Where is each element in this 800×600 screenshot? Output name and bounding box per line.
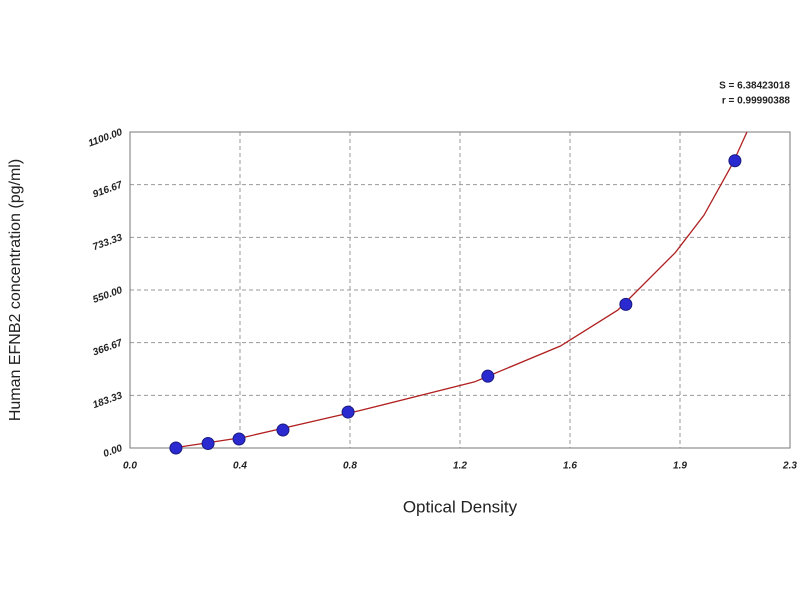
point: [276, 423, 290, 437]
point: [728, 154, 742, 168]
point: [619, 297, 633, 311]
x-tick-label: 0.0: [123, 461, 137, 472]
fit-curve: [172, 131, 748, 449]
plot-frame: [129, 131, 791, 449]
x-tick-label: 0.8: [343, 461, 357, 472]
point: [201, 437, 215, 451]
x-tick-label: 1.9: [673, 461, 687, 472]
point: [341, 405, 355, 419]
annotation: r = 0.99990388: [722, 96, 791, 107]
y-axis-label: Human EFNB2 concentration (pg/ml): [7, 159, 24, 421]
x-axis-label: Optical Density: [403, 497, 518, 516]
point: [481, 369, 495, 383]
x-tick-label: 2.3: [782, 461, 797, 472]
x-tick-label: 0.4: [233, 461, 247, 472]
x-tick-label: 1.2: [453, 461, 467, 472]
x-tick-label: 1.6: [563, 461, 577, 472]
annotation: S = 6.38423018: [719, 81, 790, 92]
point: [169, 441, 183, 455]
point: [232, 432, 246, 446]
